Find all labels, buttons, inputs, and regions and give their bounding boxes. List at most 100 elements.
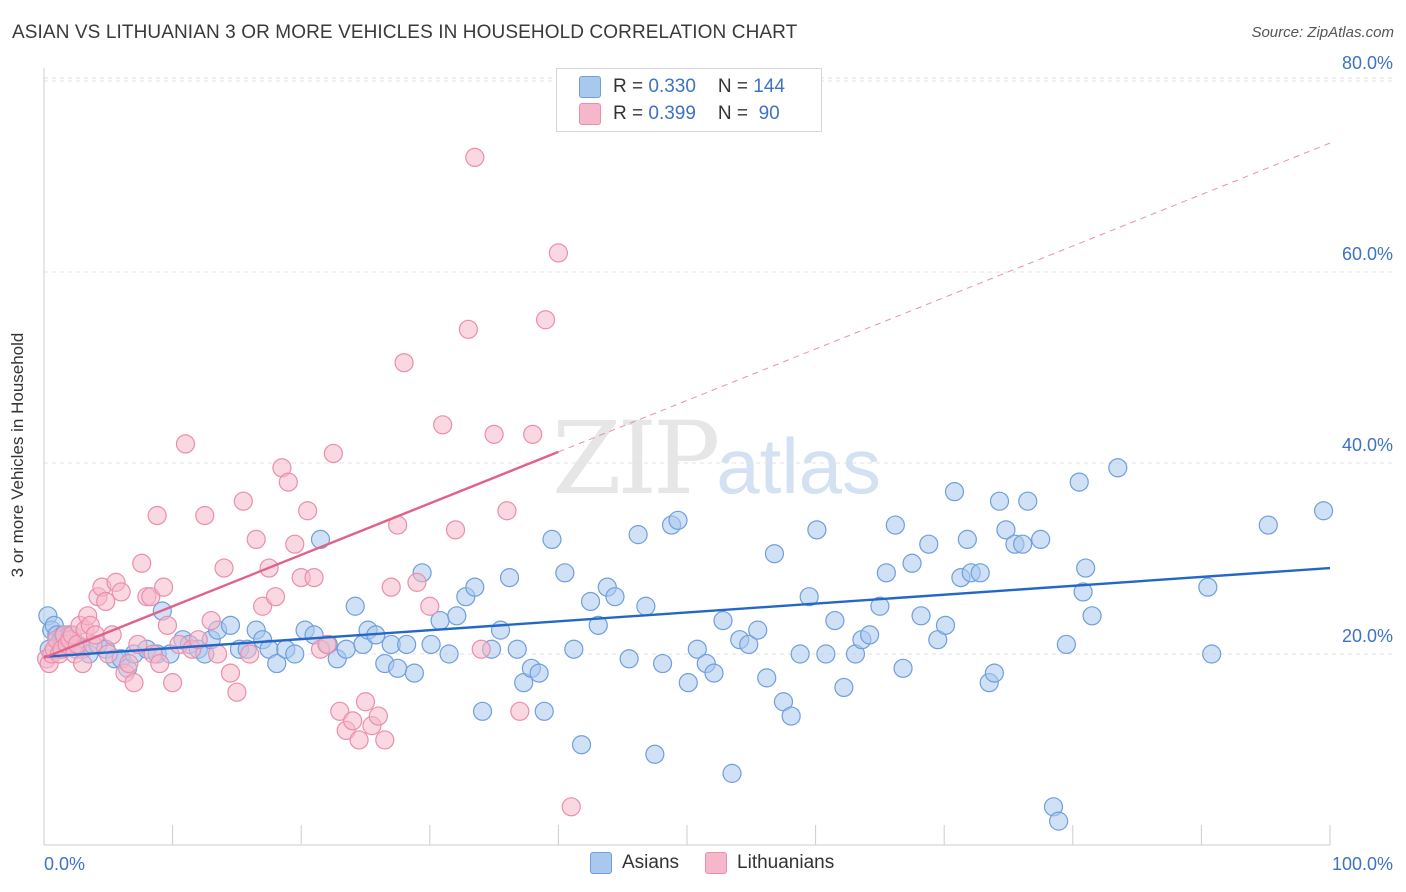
asian-point <box>628 525 648 545</box>
asian-point <box>713 610 733 631</box>
asian-point <box>704 663 724 683</box>
lithuanian-point <box>465 147 485 167</box>
asian-point <box>1198 577 1218 597</box>
lithuanian-point <box>72 653 93 674</box>
x-tick-label: 0.0% <box>44 854 85 874</box>
lithuanian-point <box>471 639 491 659</box>
asians-swatch <box>590 852 612 874</box>
lithuanian-point <box>175 434 196 454</box>
lithuanian-point <box>497 501 517 521</box>
asian-point <box>267 653 287 674</box>
lithuanian-point <box>548 243 569 263</box>
lithuanian-point <box>157 615 178 635</box>
lithuanian-point <box>420 596 440 616</box>
asian-point <box>1076 558 1096 578</box>
lithuanians-swatch <box>705 852 728 874</box>
asian-point <box>989 491 1010 511</box>
asian-point <box>499 567 520 588</box>
asian-point <box>1049 811 1069 831</box>
asian-point <box>1056 634 1076 655</box>
legend-n-value: 144 <box>753 76 785 97</box>
asian-point <box>439 644 459 664</box>
legend-n-label: N = <box>717 76 754 97</box>
asian-point <box>534 701 554 721</box>
lithuanian-point <box>458 319 478 339</box>
lithuanian-point <box>208 644 228 664</box>
legend-item-asians[interactable]: Asians <box>590 852 679 874</box>
asians-trend-line-solid <box>43 566 1331 659</box>
lithuanian-point <box>96 591 116 612</box>
lithuanian-point <box>317 634 337 655</box>
lithuanian-point <box>240 644 260 664</box>
asian-point <box>285 644 305 664</box>
legend-n-value: 90 <box>753 103 780 124</box>
asian-point <box>447 606 467 626</box>
lithuanian-point <box>246 529 266 550</box>
asian-point <box>1313 501 1334 521</box>
lithuanian-point <box>445 520 466 540</box>
lithuanian-point <box>523 424 543 444</box>
lithuanian-point <box>375 730 395 750</box>
legend-r-value: 0.330 <box>648 76 696 97</box>
asian-point <box>605 587 625 607</box>
asian-point <box>919 534 939 554</box>
watermark-atlas: atlas <box>716 422 882 510</box>
asian-point <box>902 553 922 573</box>
lithuanian-point <box>150 653 170 674</box>
watermark: ZIPatlas <box>552 400 881 517</box>
lithuanian-point <box>349 730 369 750</box>
asians-swatch <box>579 76 601 98</box>
watermark-zip: ZIP <box>552 400 720 517</box>
asian-point <box>580 591 601 612</box>
asian-point <box>885 515 905 535</box>
tick-labels: 20.0% 40.0% 60.0% 80.0% 0.0% 100.0% <box>44 53 1393 874</box>
asian-point <box>876 563 896 583</box>
lithuanian-point <box>227 682 247 702</box>
asian-point <box>935 615 956 635</box>
asian-point <box>652 653 673 674</box>
asian-point <box>529 663 549 683</box>
lithuanian-point <box>163 673 183 693</box>
y-tick-label: 20.0% <box>1342 626 1393 646</box>
asian-point <box>388 658 408 678</box>
asian-point <box>1073 582 1093 602</box>
asian-point <box>970 563 990 583</box>
asian-point <box>555 563 575 583</box>
lithuanian-point <box>285 534 305 554</box>
asian-point <box>1069 472 1089 492</box>
asian-point <box>1258 515 1278 535</box>
lithuanian-point <box>278 472 298 492</box>
asian-point <box>1013 534 1033 554</box>
asian-point <box>911 606 931 626</box>
asian-point <box>404 663 424 683</box>
lithuanian-point <box>343 711 363 731</box>
asian-point <box>542 529 562 550</box>
lithuanian-point <box>153 577 174 597</box>
lithuanian-point <box>394 353 414 373</box>
legend-r-label: R = <box>613 103 649 124</box>
lithuanian-point <box>407 572 427 592</box>
lithuanians-swatch <box>579 103 601 125</box>
asian-point <box>816 644 836 664</box>
asian-point <box>834 677 854 698</box>
asian-point <box>636 596 656 616</box>
asian-point <box>870 596 890 616</box>
asian-point <box>678 673 698 693</box>
lithuanian-point <box>195 505 215 526</box>
lithuanian-point <box>510 701 530 721</box>
lithuanians-trend-line-solid <box>43 450 559 659</box>
lithuanian-point <box>561 797 581 817</box>
asian-point <box>799 587 819 607</box>
series-legend: Asians Lithuanians <box>590 852 860 874</box>
axis-layer <box>43 68 1331 846</box>
lithuanian-point <box>355 692 376 712</box>
asian-point <box>1031 529 1051 550</box>
lithuanian-point <box>147 505 167 526</box>
asian-point <box>687 639 707 659</box>
asian-point <box>564 639 584 659</box>
lithuanian-point <box>298 501 318 521</box>
lithuanians-trend-line-dashed <box>558 142 1331 453</box>
asian-point <box>619 649 639 669</box>
asian-point <box>571 735 592 755</box>
legend-item-lithuanians[interactable]: Lithuanians <box>705 852 834 874</box>
